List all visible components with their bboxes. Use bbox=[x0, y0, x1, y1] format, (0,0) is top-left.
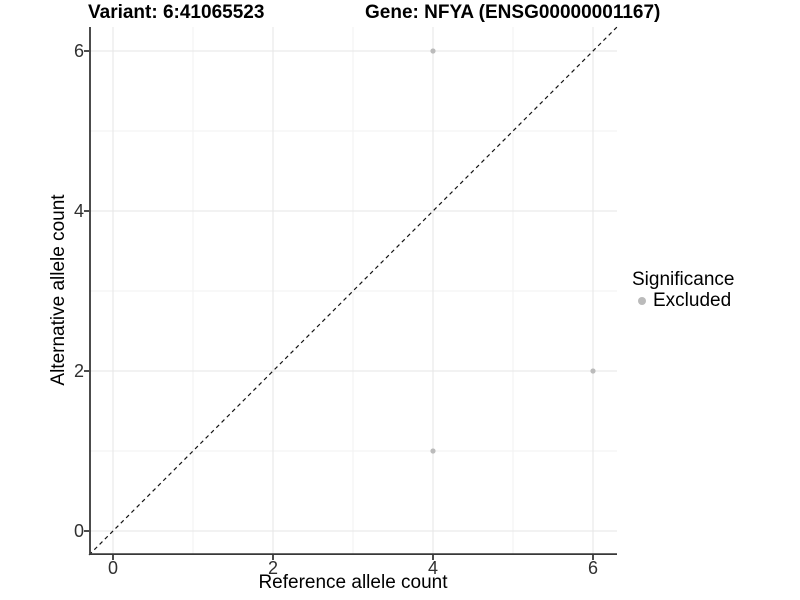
legend-entry-label: Excluded bbox=[653, 290, 732, 311]
x-tick-label: 6 bbox=[588, 558, 598, 578]
x-tick-label: 4 bbox=[428, 558, 438, 578]
x-tick-label: 0 bbox=[108, 558, 118, 578]
data-point bbox=[430, 448, 436, 454]
legend-entry: Excluded bbox=[632, 290, 734, 311]
legend-title: Significance bbox=[632, 269, 735, 290]
x-axis-title: Reference allele count bbox=[258, 572, 448, 593]
y-tick-label: 4 bbox=[74, 201, 84, 221]
data-point bbox=[590, 368, 596, 374]
y-tick-label: 6 bbox=[74, 41, 84, 61]
legend-point-icon bbox=[638, 296, 646, 305]
x-tick-label: 2 bbox=[268, 558, 278, 578]
y-tick-label: 2 bbox=[74, 361, 84, 381]
y-axis-title: Alternative allele count bbox=[48, 194, 69, 386]
gene-title: Gene: NFYA (ENSG00000001167) bbox=[365, 2, 661, 23]
axis-lines bbox=[89, 27, 617, 555]
data-point bbox=[430, 48, 436, 54]
y-tick-label: 0 bbox=[74, 521, 84, 541]
variant-title: Variant: 6:41065523 bbox=[88, 2, 265, 23]
legend: Significance Excluded bbox=[632, 269, 734, 311]
